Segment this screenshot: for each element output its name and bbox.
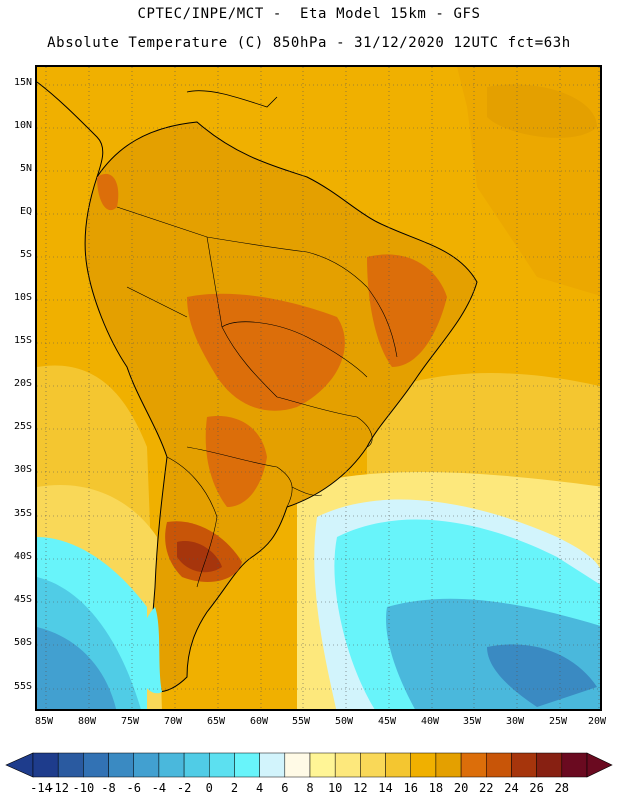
colorbar-swatch — [284, 752, 311, 778]
lat-label: 20S — [13, 378, 32, 389]
lat-label: 5N — [19, 163, 32, 174]
colorbar-label: 4 — [256, 781, 264, 795]
lat-label: 15N — [13, 77, 32, 88]
lon-label: 20W — [587, 716, 607, 727]
colorbar-label: 18 — [428, 781, 444, 795]
colorbar-swatch — [486, 752, 512, 778]
colorbar-swatch — [158, 752, 185, 778]
temperature-map — [35, 65, 602, 711]
lon-label: 75W — [120, 716, 140, 727]
colorbar-label: 6 — [281, 781, 289, 795]
colorbar-label: 12 — [353, 781, 368, 795]
colorbar-label: 14 — [378, 781, 393, 795]
lon-label: 50W — [334, 716, 354, 727]
lon-label: 60W — [249, 716, 269, 727]
colorbar-swatch — [410, 752, 437, 778]
colorbar-label: 20 — [453, 781, 469, 795]
central-america-coast — [37, 81, 104, 178]
lon-label: 85W — [34, 716, 54, 727]
colorbar-swatch — [83, 752, 109, 778]
colorbar-label: -12 — [47, 781, 70, 795]
colorbar-swatch — [309, 752, 336, 778]
colorbar-label: 22 — [479, 781, 494, 795]
field-ne-warm — [487, 84, 597, 138]
colorbar-swatch — [183, 752, 210, 778]
lat-label: 40S — [13, 551, 32, 562]
colorbar-label: -14 — [30, 781, 52, 795]
colorbar-swatch — [209, 752, 235, 778]
lon-label: 70W — [163, 716, 183, 727]
caribbean-islands — [186, 90, 278, 108]
colorbar-label: 24 — [504, 781, 519, 795]
colorbar-swatch — [511, 752, 537, 778]
colorbar-label: 28 — [554, 781, 570, 795]
lon-label: 45W — [377, 716, 397, 727]
colorbar-swatch — [57, 752, 84, 778]
colorbar-swatch — [234, 752, 260, 778]
colorbar-label: 26 — [529, 781, 544, 795]
lat-lon-grid — [37, 67, 600, 709]
colorbar-swatch — [385, 752, 411, 778]
lat-label: 25S — [13, 421, 32, 432]
lat-label: 10N — [13, 120, 32, 131]
colorbar-label: -8 — [101, 781, 116, 795]
colorbar-swatch — [460, 752, 487, 778]
colorbar-swatch — [133, 752, 160, 778]
political-borders — [116, 206, 398, 588]
colorbar-label: -10 — [72, 781, 95, 795]
lon-label: 35W — [462, 716, 482, 727]
lat-label: 30S — [13, 464, 32, 475]
colorbar-swatch — [536, 752, 563, 778]
lon-label: 65W — [206, 716, 226, 727]
lon-label: 30W — [505, 716, 525, 727]
colorbar-label: 0 — [205, 781, 213, 795]
colorbar-label: 2 — [230, 781, 239, 795]
colorbar-swatch — [108, 752, 134, 778]
lat-label: 45S — [13, 594, 32, 605]
field-hot-core-colombia — [97, 173, 119, 211]
field-atlantic-deep — [487, 644, 597, 707]
field-southern-tip-cold — [137, 607, 162, 694]
lat-label: 15S — [13, 335, 32, 346]
colorbar-swatch — [259, 752, 286, 778]
field-hottest-core — [177, 541, 222, 573]
temperature-colorbar — [5, 752, 613, 778]
map-canvas — [37, 67, 600, 709]
colorbar-label: 16 — [403, 781, 418, 795]
lon-label: 80W — [77, 716, 97, 727]
colorbar-min-arrow — [5, 752, 34, 778]
colorbar-label: -4 — [151, 781, 167, 795]
field-hot-core-central — [187, 293, 345, 411]
lat-label: 35S — [13, 508, 32, 519]
colorbar-label: -2 — [176, 781, 192, 795]
lat-label: EQ — [19, 206, 32, 217]
lon-label: 25W — [548, 716, 568, 727]
colorbar-swatch — [32, 752, 59, 778]
lat-label: 55S — [13, 681, 32, 692]
lon-label: 40W — [420, 716, 440, 727]
field-hot-core-chaco — [205, 416, 267, 507]
colorbar-max-arrow — [586, 752, 613, 778]
field-pacific-deep — [37, 627, 116, 709]
colorbar-label: -6 — [126, 781, 141, 795]
map-title-line-1: CPTEC/INPE/MCT - Eta Model 15km - GFS — [137, 6, 481, 22]
colorbar-swatch — [360, 752, 386, 778]
colorbar-label: 10 — [327, 781, 343, 795]
lon-label: 55W — [291, 716, 311, 727]
map-title-line-2: Absolute Temperature (C) 850hPa - 31/12/… — [47, 35, 571, 51]
colorbar-swatch — [334, 752, 361, 778]
lat-label: 5S — [19, 249, 32, 260]
colorbar-label: 8 — [306, 781, 314, 795]
colorbar-swatch — [435, 752, 462, 778]
lat-label: 50S — [13, 637, 32, 648]
lat-label: 10S — [13, 292, 32, 303]
colorbar-swatch — [561, 752, 588, 778]
field-hot-core-northeast — [367, 254, 447, 367]
